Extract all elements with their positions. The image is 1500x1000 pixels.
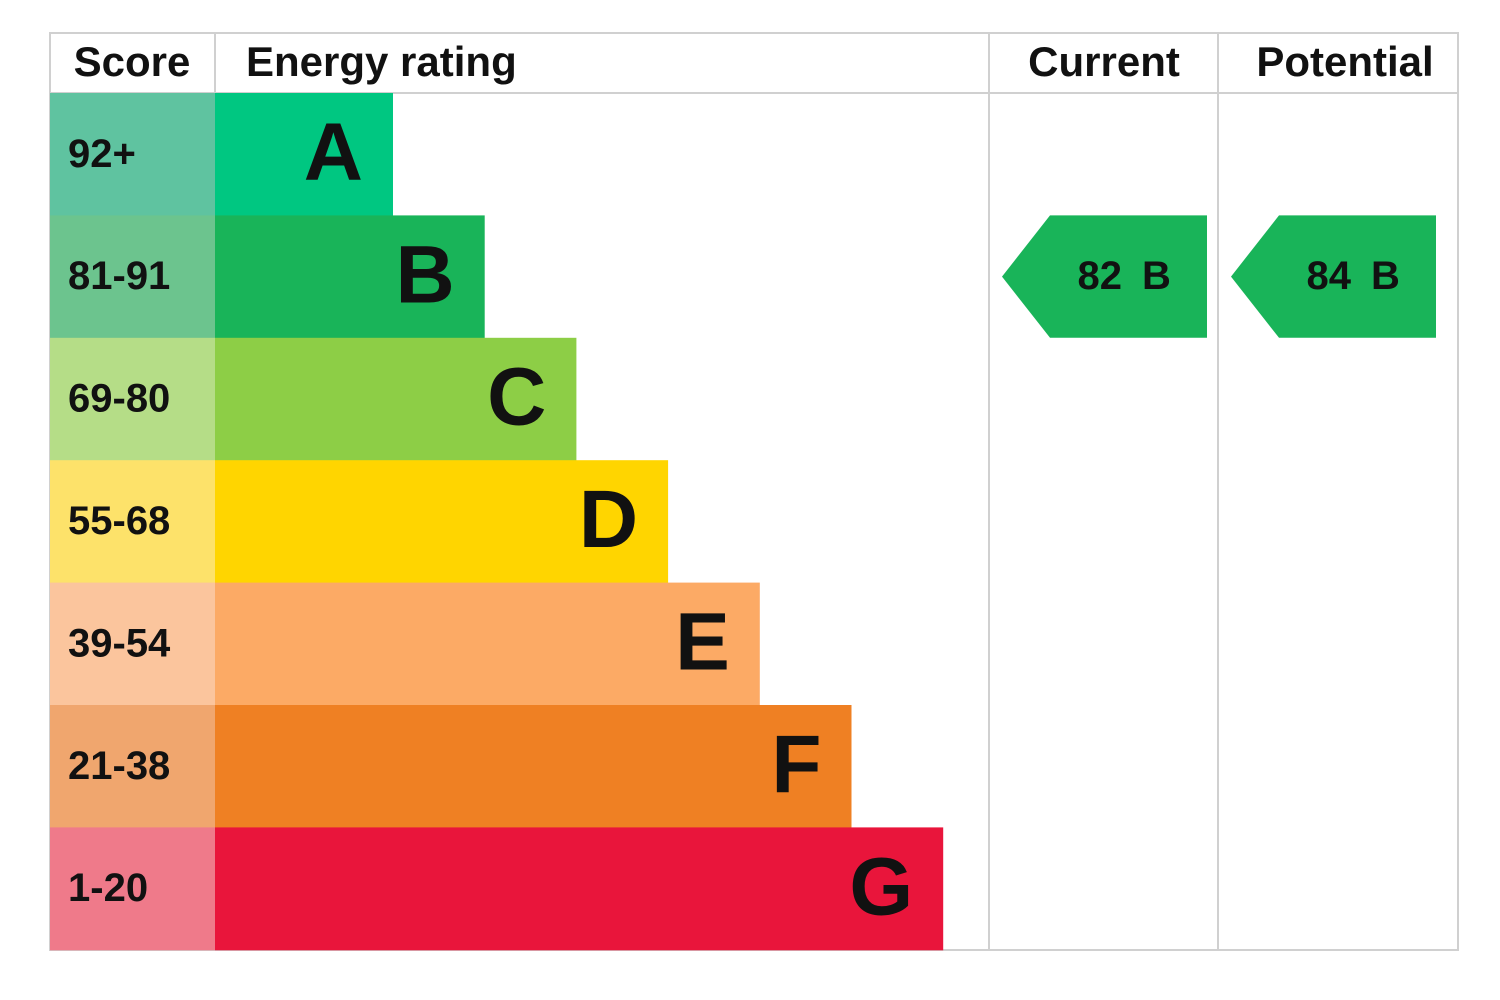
band-letter: A [304,107,363,198]
score-cell [50,93,215,216]
header-potential: Potential [1256,38,1433,85]
current-score: 82 [1078,254,1123,298]
header-score: Score [74,38,191,85]
score-cell [50,827,215,951]
band-letter: B [395,229,454,320]
band-bar [215,215,485,339]
band-bar [215,705,852,828]
score-cell [50,215,215,339]
band-letter: E [675,596,730,687]
score-cell [50,460,215,584]
current-band: B [1142,254,1171,298]
score-label: 1-20 [68,866,148,910]
band-bar [215,827,944,951]
current-arrow [1002,215,1207,338]
band-bar [215,460,669,584]
score-label: 55-68 [68,499,170,543]
band-bar [215,93,393,216]
band-letter: F [771,719,821,810]
score-cell [50,582,215,706]
band-bar [215,582,760,706]
score-label: 69-80 [68,377,170,421]
band-letter: C [487,352,546,443]
potential-score: 84 [1307,254,1352,298]
score-cell [50,337,215,461]
score-label: 92+ [68,132,136,176]
header-current: Current [1028,38,1180,85]
band-letter: G [849,841,913,932]
band-letter: D [579,474,638,565]
header-rating: Energy rating [246,38,517,85]
score-label: 21-38 [68,744,170,788]
band-bar [215,337,577,461]
potential-arrow [1231,215,1436,338]
score-cell [50,705,215,828]
score-label: 81-91 [68,254,170,298]
score-label: 39-54 [68,621,171,665]
potential-band: B [1371,254,1400,298]
